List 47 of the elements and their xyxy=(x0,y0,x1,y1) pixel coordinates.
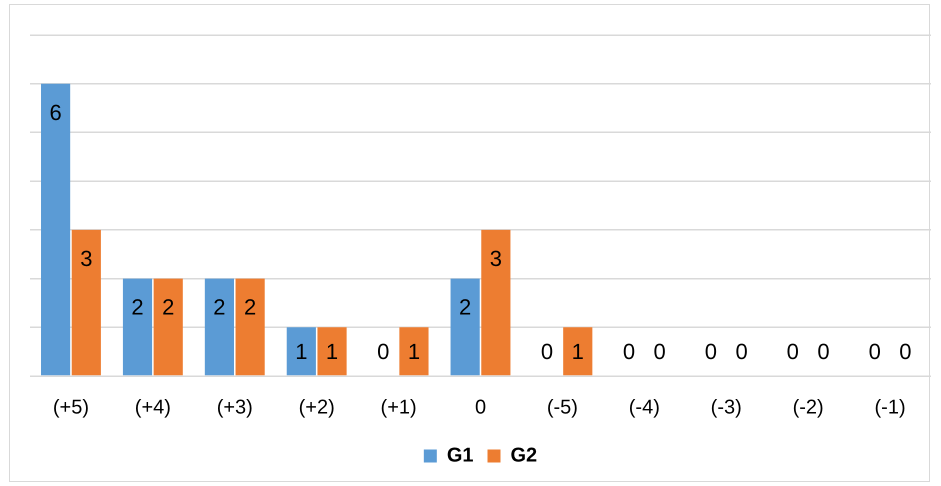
data-label: 2 xyxy=(131,294,144,320)
legend-label: G1 xyxy=(446,444,474,467)
data-label: 0 xyxy=(654,339,666,364)
bar xyxy=(481,230,510,376)
data-label: 1 xyxy=(408,339,420,364)
x-tick-label: (+2) xyxy=(298,396,335,419)
data-label: 0 xyxy=(868,339,881,364)
x-tick-label: (-2) xyxy=(792,396,824,419)
bar xyxy=(286,327,316,376)
x-tick-label: (+3) xyxy=(216,396,253,419)
x-tick-label: (-5) xyxy=(546,396,578,419)
x-tick-label: (+4) xyxy=(134,396,171,419)
bar xyxy=(563,327,592,376)
bar xyxy=(122,278,152,376)
bar xyxy=(317,327,347,376)
x-tick-label: (+5) xyxy=(52,396,90,419)
data-label: 1 xyxy=(326,339,338,364)
legend-label: G2 xyxy=(510,444,538,467)
data-label: 0 xyxy=(735,339,748,364)
data-label: 0 xyxy=(786,339,799,364)
bar xyxy=(450,278,480,376)
bar xyxy=(154,278,183,376)
bar xyxy=(72,230,101,376)
x-tick-label: (-4) xyxy=(628,396,660,419)
x-tick-label: (-1) xyxy=(874,396,906,419)
bar xyxy=(41,84,70,376)
data-label: 2 xyxy=(162,294,174,320)
data-label: 0 xyxy=(540,339,554,364)
bar xyxy=(204,278,234,376)
x-tick-label: (+1) xyxy=(380,396,417,419)
data-label: 3 xyxy=(490,246,502,271)
data-label: 0 xyxy=(899,339,912,364)
data-label: 0 xyxy=(817,339,830,364)
x-tick-label: 0 xyxy=(474,396,486,419)
data-label: 1 xyxy=(295,339,308,364)
data-label: 2 xyxy=(213,294,226,320)
x-tick-label: (-3) xyxy=(710,396,742,419)
data-label: 0 xyxy=(377,339,390,364)
data-label: 2 xyxy=(459,294,472,320)
data-label: 3 xyxy=(80,246,92,271)
data-label: 0 xyxy=(622,339,636,364)
data-label: 1 xyxy=(572,339,584,364)
bar xyxy=(236,278,265,376)
data-label: 0 xyxy=(704,339,717,364)
data-label: 2 xyxy=(244,294,256,320)
data-label: 6 xyxy=(49,100,62,125)
bar xyxy=(399,327,429,376)
